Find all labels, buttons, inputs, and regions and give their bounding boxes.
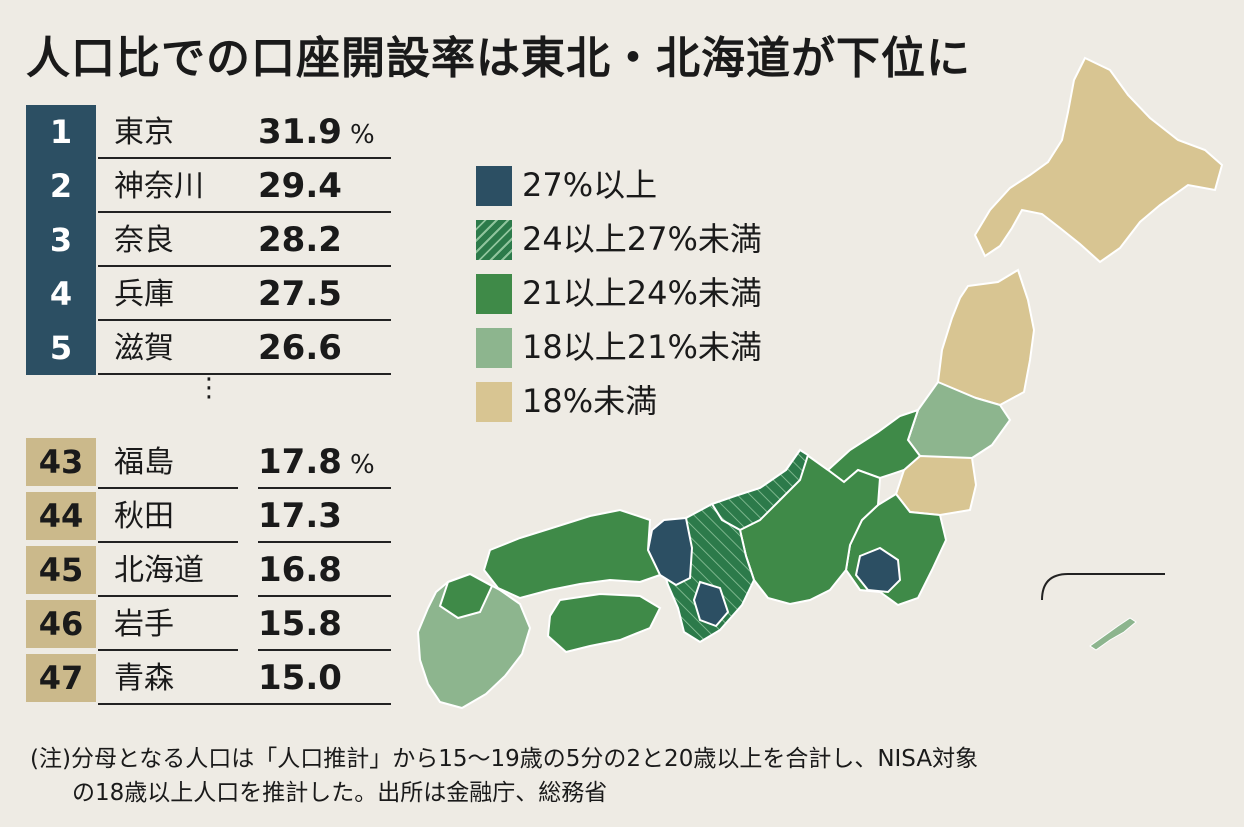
rate-unit: % xyxy=(350,120,375,150)
row-divider xyxy=(258,649,391,651)
rank-badge: 1 xyxy=(26,105,96,159)
row-divider xyxy=(98,157,391,159)
rate-value: 16.8 xyxy=(258,550,342,590)
rank-badge: 43 xyxy=(26,438,96,486)
footnote: (注)分母となる人口は「人口推計」から15〜19歳の5分の2と20歳以上を合計し… xyxy=(30,746,979,772)
row-divider xyxy=(98,487,238,489)
legend-label: 24以上27%未満 xyxy=(522,220,762,258)
legend-label: 21以上24%未満 xyxy=(522,274,762,312)
row-divider xyxy=(98,373,391,375)
rate-value: 17.3 xyxy=(258,496,342,536)
region-shikoku xyxy=(546,592,662,654)
row-divider xyxy=(258,595,391,597)
table-row: 47 青森 15.0 xyxy=(26,651,391,705)
region-tohoku-north xyxy=(936,268,1036,407)
prefecture-name: 岩手 xyxy=(114,607,174,642)
rate-value: 28.2 xyxy=(258,220,342,260)
ranking-table: 1 東京 31.9 % 2 神奈川 29.4 3 奈良 28.2 4 兵庫 27… xyxy=(26,105,391,375)
row-divider xyxy=(98,703,391,705)
prefecture-name: 青森 xyxy=(114,661,174,696)
region-hyogo xyxy=(646,516,694,587)
rank-badge: 2 xyxy=(26,159,96,213)
prefecture-name: 滋賀 xyxy=(114,331,174,366)
table-row: 43 福島 17.8 % xyxy=(26,435,391,489)
legend-label: 27%以上 xyxy=(522,166,658,204)
rate-value: 31.9 xyxy=(258,112,342,152)
prefecture-name: 兵庫 xyxy=(114,277,174,312)
legend-swatch xyxy=(476,382,512,422)
legend-label: 18%未満 xyxy=(522,382,658,420)
ranking-table-bottom: 43 福島 17.8 % 44 秋田 17.3 45 北海道 16.8 46 岩… xyxy=(26,435,391,705)
rank-badge: 46 xyxy=(26,600,96,648)
table-row: 46 岩手 15.8 xyxy=(26,597,391,651)
table-row: 1 東京 31.9 % xyxy=(26,105,391,159)
row-divider xyxy=(98,649,238,651)
table-row: 44 秋田 17.3 xyxy=(26,489,391,543)
region-tokyo xyxy=(854,546,902,594)
table-row: 4 兵庫 27.5 xyxy=(26,267,391,321)
region-hokkaido xyxy=(973,56,1224,264)
prefecture-name: 東京 xyxy=(114,115,174,150)
rank-badge: 5 xyxy=(26,321,96,375)
row-divider xyxy=(98,595,238,597)
prefecture-name: 北海道 xyxy=(114,553,204,588)
region-okinawa xyxy=(1089,617,1137,651)
region-chugoku xyxy=(482,508,662,600)
rate-value: 15.0 xyxy=(258,658,342,698)
prefecture-name: 秋田 xyxy=(114,499,174,534)
rate-value: 27.5 xyxy=(258,274,342,314)
row-divider xyxy=(98,319,391,321)
row-divider xyxy=(98,211,391,213)
legend-swatch xyxy=(476,274,512,314)
footnote-continued: の18歳以上人口を推計した。出所は金融庁、総務省 xyxy=(72,780,608,806)
row-divider xyxy=(98,541,238,543)
legend-swatch xyxy=(476,166,512,206)
legend-swatch xyxy=(476,328,512,368)
rank-badge: 45 xyxy=(26,546,96,594)
table-row: 5 滋賀 26.6 xyxy=(26,321,391,375)
rank-badge: 3 xyxy=(26,213,96,267)
prefecture-name: 奈良 xyxy=(114,223,174,258)
prefecture-name: 福島 xyxy=(114,445,174,480)
row-divider xyxy=(258,541,391,543)
region-nara xyxy=(692,580,730,628)
rate-value: 15.8 xyxy=(258,604,342,644)
rate-value: 17.8 xyxy=(258,442,342,482)
table-row: 45 北海道 16.8 xyxy=(26,543,391,597)
rate-value: 26.6 xyxy=(258,328,342,368)
region-hokuriku xyxy=(710,448,810,532)
rank-badge: 47 xyxy=(26,654,96,702)
row-divider xyxy=(98,265,391,267)
rate-value: 29.4 xyxy=(258,166,342,206)
region-kyushu-north xyxy=(438,572,494,620)
rank-badge: 44 xyxy=(26,492,96,540)
legend-swatch xyxy=(476,220,512,260)
prefecture-name: 神奈川 xyxy=(114,169,204,204)
page-title: 人口比での口座開設率は東北・北海道が下位に xyxy=(26,33,971,84)
table-row: 2 神奈川 29.4 xyxy=(26,159,391,213)
ellipsis-marker: ⋮ xyxy=(196,373,222,403)
row-divider xyxy=(258,487,391,489)
inset-frame xyxy=(1041,573,1165,601)
legend-label: 18以上21%未満 xyxy=(522,328,762,366)
table-row: 3 奈良 28.2 xyxy=(26,213,391,267)
rank-badge: 4 xyxy=(26,267,96,321)
rate-unit: % xyxy=(350,450,375,480)
